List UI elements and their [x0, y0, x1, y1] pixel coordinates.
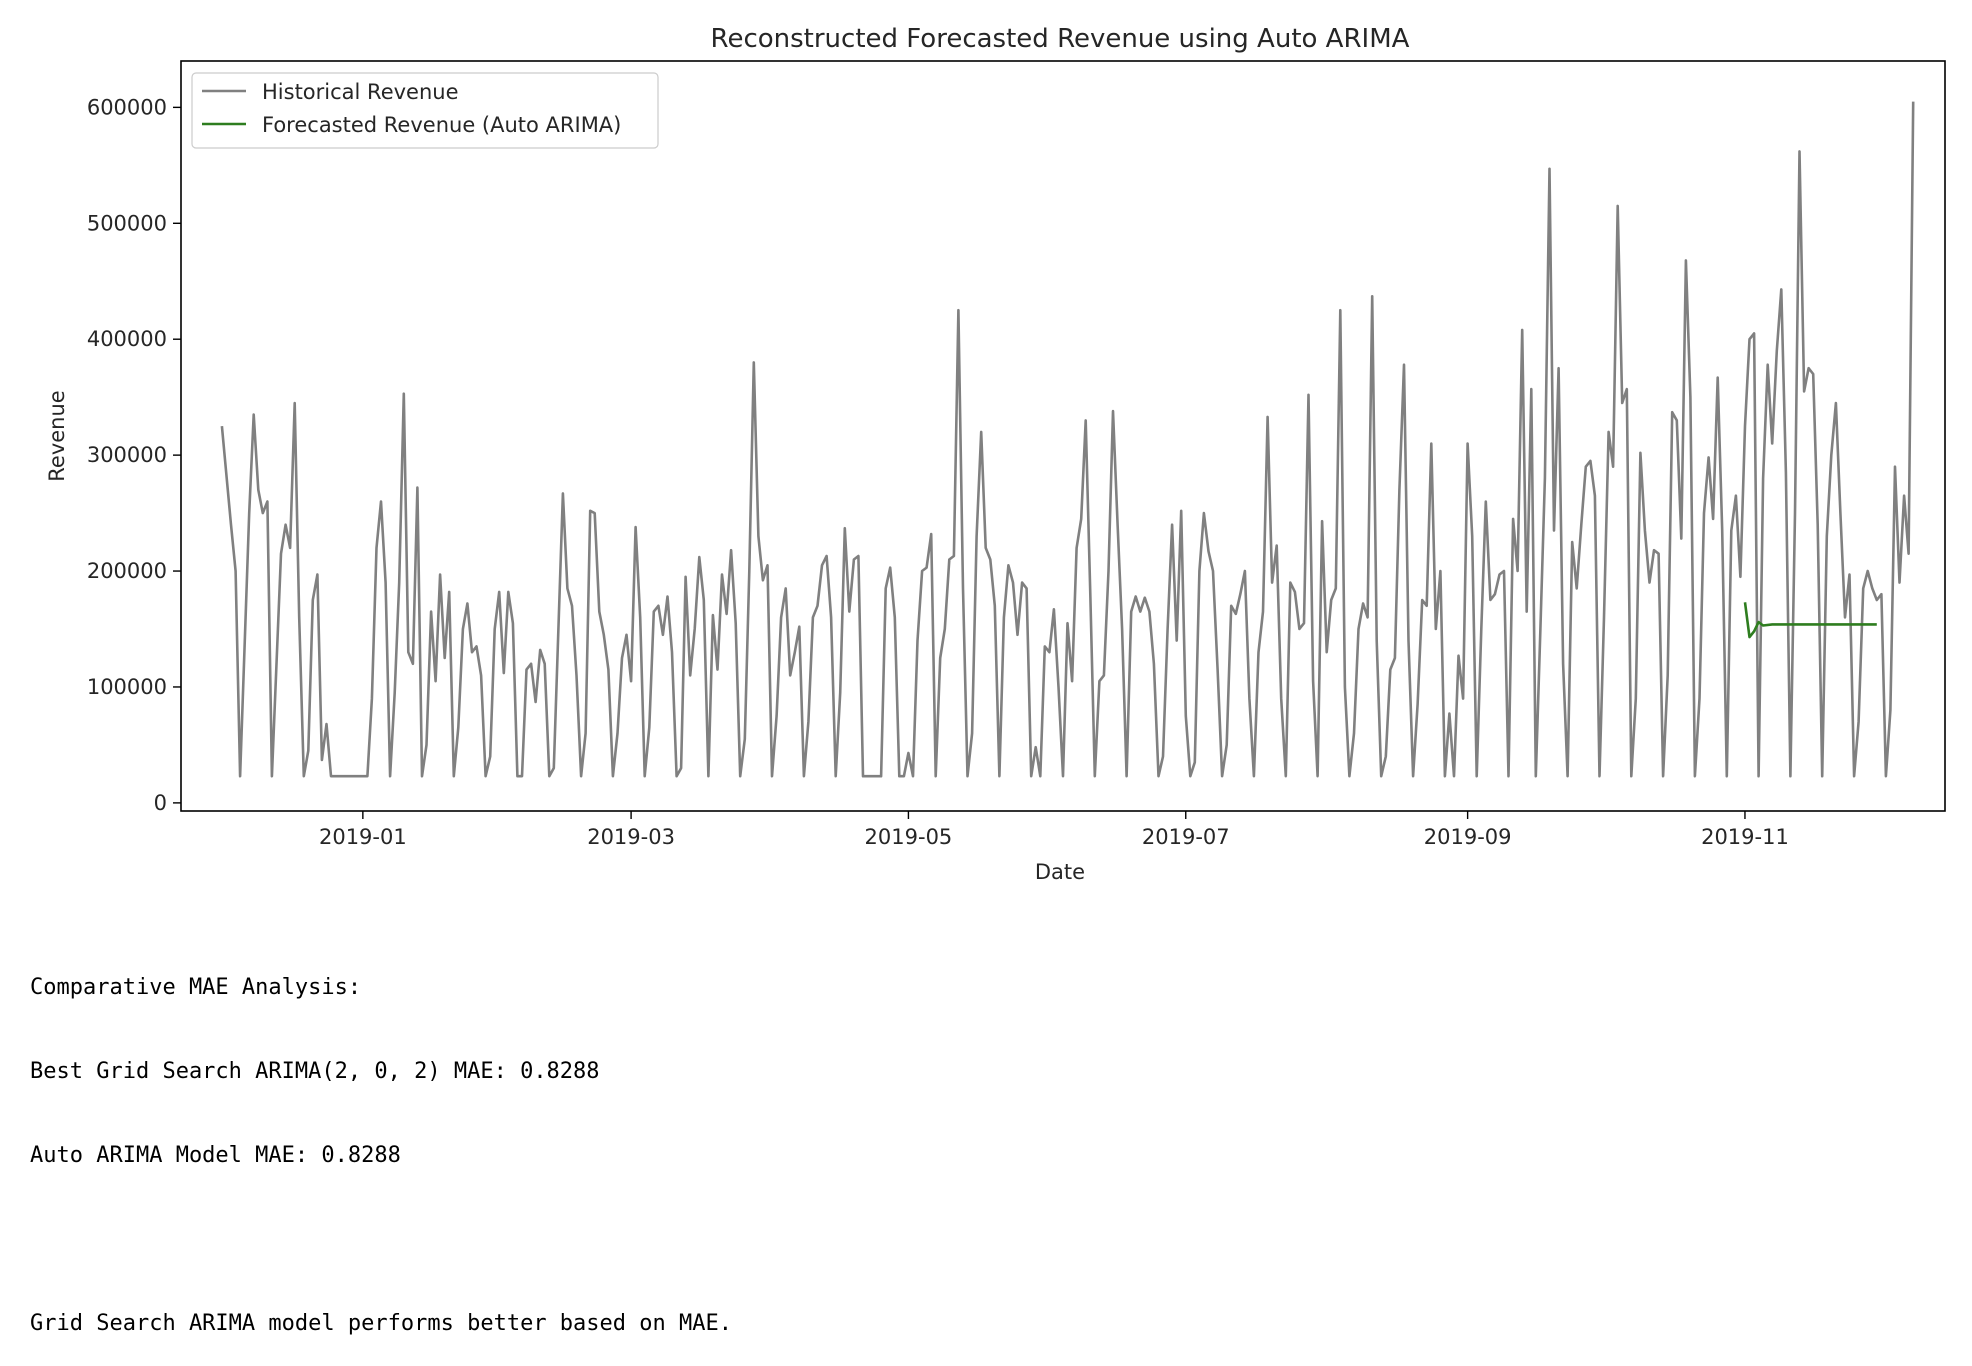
x-axis: 2019-01 2019-03 2019-05 2019-07 2019-09 2019-… — [319, 811, 1789, 849]
output-line-grid-search-mae: Best Grid Search ARIMA(2, 0, 2) MAE: 0.8… — [30, 1059, 600, 1084]
y-tick-label: 600000 — [87, 95, 167, 119]
plot-frame — [180, 60, 1946, 812]
x-tick-label: 2019-01 — [319, 825, 407, 849]
y-tick-label: 300000 — [87, 443, 167, 467]
legend-label-forecast: Forecasted Revenue (Auto ARIMA) — [262, 113, 621, 137]
y-tick-label: 100000 — [87, 675, 167, 699]
x-tick-label: 2019-03 — [587, 825, 675, 849]
x-tick-label: 2019-05 — [865, 825, 953, 849]
x-tick-label: 2019-09 — [1424, 825, 1512, 849]
mae-output: Comparative MAE Analysis: Best Grid Sear… — [30, 918, 732, 1366]
series-layer — [220, 101, 1915, 778]
output-line-heading: Comparative MAE Analysis: — [30, 975, 362, 1000]
y-tick-label: 200000 — [87, 559, 167, 583]
x-tick-label: 2019-11 — [1701, 825, 1789, 849]
output-line-auto-arima-mae: Auto ARIMA Model MAE: 0.8288 — [30, 1143, 401, 1168]
x-axis-label: Date — [1035, 860, 1085, 884]
chart-title: Reconstructed Forecasted Revenue using A… — [711, 24, 1410, 54]
y-axis: 0 100000 200000 300000 400000 500000 600000 — [87, 95, 181, 815]
legend-label-historical: Historical Revenue — [262, 80, 459, 104]
historical-revenue-line — [220, 101, 1915, 778]
y-tick-label: 0 — [154, 791, 167, 815]
legend-box — [191, 72, 659, 149]
x-tick-label: 2019-07 — [1142, 825, 1230, 849]
y-axis-label: Revenue — [45, 390, 69, 481]
revenue-chart: Reconstructed Forecasted Revenue using A… — [45, 24, 1946, 884]
output-line-blank — [30, 1226, 732, 1254]
legend: Historical Revenue Forecasted Revenue (A… — [191, 72, 659, 149]
output-line-conclusion: Grid Search ARIMA model performs better … — [30, 1311, 732, 1336]
y-tick-label: 500000 — [87, 211, 167, 235]
forecast-revenue-line — [1743, 602, 1877, 639]
y-tick-label: 400000 — [87, 327, 167, 351]
